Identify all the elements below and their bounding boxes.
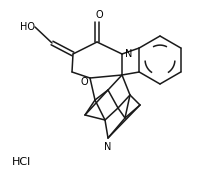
Text: N: N (125, 49, 132, 59)
Text: HO: HO (20, 22, 35, 32)
Text: HCl: HCl (12, 157, 31, 167)
Text: N: N (104, 142, 112, 152)
Text: O: O (95, 10, 103, 20)
Text: O: O (80, 77, 88, 87)
